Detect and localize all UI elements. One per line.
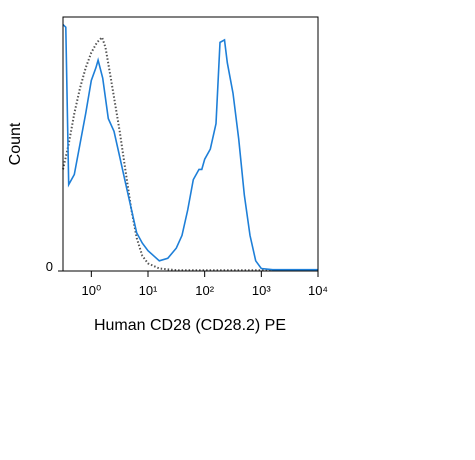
- x-tick-label: 10⁰: [81, 283, 101, 298]
- y-axis-label: Count: [7, 122, 24, 165]
- plot-frame: [62, 16, 319, 272]
- y-tick-label: 0: [46, 259, 53, 274]
- x-tick-label: 10³: [252, 283, 271, 298]
- histogram-line: [62, 35, 318, 272]
- histogram-line: [62, 24, 318, 271]
- x-tick-label: 10¹: [139, 283, 158, 298]
- x-tick-label: 10²: [195, 283, 214, 298]
- x-tick-label: 10⁴: [308, 283, 328, 298]
- x-axis-label: Human CD28 (CD28.2) PE: [94, 317, 286, 334]
